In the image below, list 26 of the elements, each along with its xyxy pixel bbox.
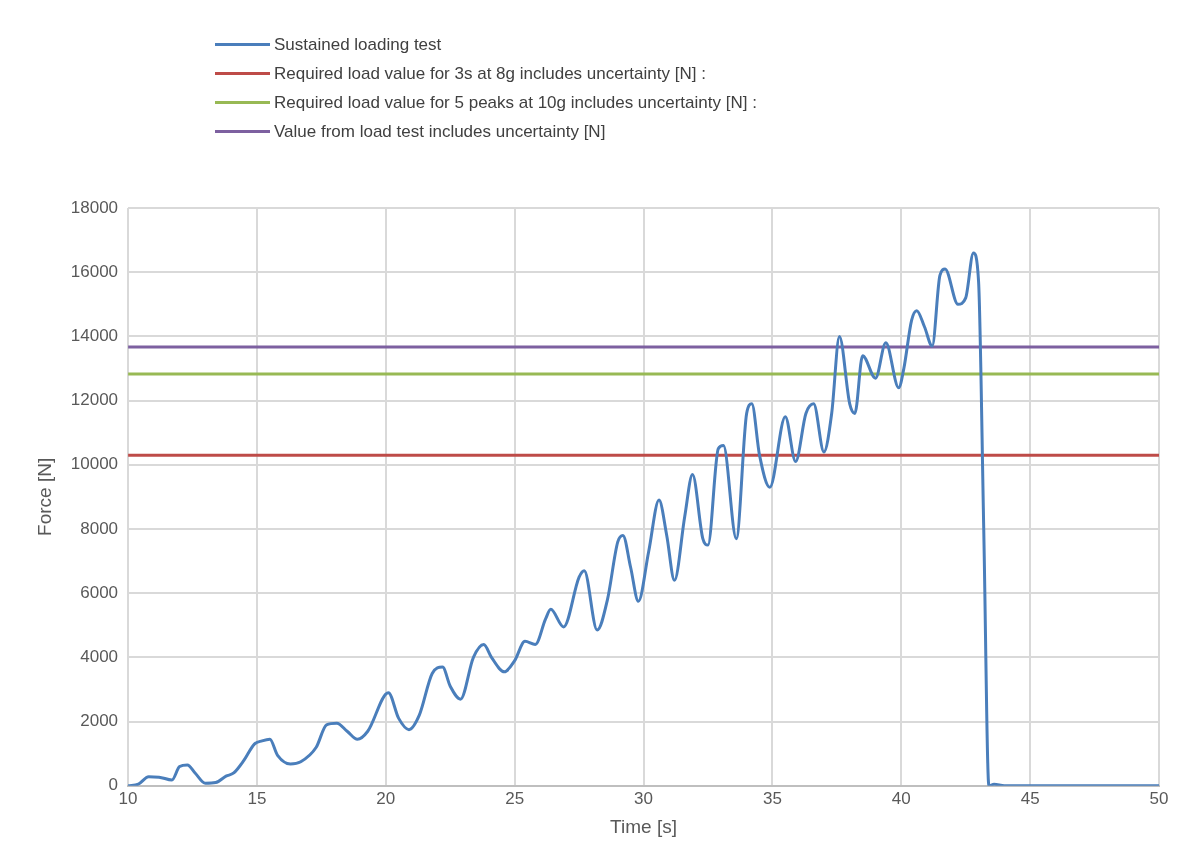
y-tick-label: 2000 [80,711,119,731]
y-tick-label: 16000 [70,261,119,281]
x-tick-label: 10 [118,788,138,808]
legend-label: Value from load test includes uncertainty [N] [274,121,606,142]
x-tick-label: 35 [762,788,782,808]
x-tick-label: 25 [505,788,525,808]
y-tick-label: 12000 [70,390,119,410]
y-tick-label: 4000 [80,647,119,667]
x-tick-label: 30 [634,788,653,808]
x-tick-label: 45 [1020,788,1040,808]
line-series [128,251,1159,786]
x-tick-label: 15 [247,788,267,808]
legend-label: Required load value for 5 peaks at 10g includes uncertainty [N] : [274,92,757,113]
y-tick-label: 10000 [70,454,119,474]
y-tick-label: 6000 [80,582,119,602]
x-tick-label: 20 [376,788,396,808]
y-axis-title: Force [N] [33,457,55,536]
y-tick-label: 14000 [70,326,119,346]
y-tick-label: 8000 [80,518,119,538]
y-tick-label: 18000 [70,197,119,217]
y-tick-label: 0 [108,775,119,795]
legend-label: Required load value for 3s at 8g includes uncertainty [N] : [274,63,706,84]
x-tick-label: 40 [891,788,911,808]
legend-label: Sustained loading test [274,34,442,55]
x-tick-label: 50 [1149,788,1169,808]
x-axis-title: Time [s] [610,815,677,837]
